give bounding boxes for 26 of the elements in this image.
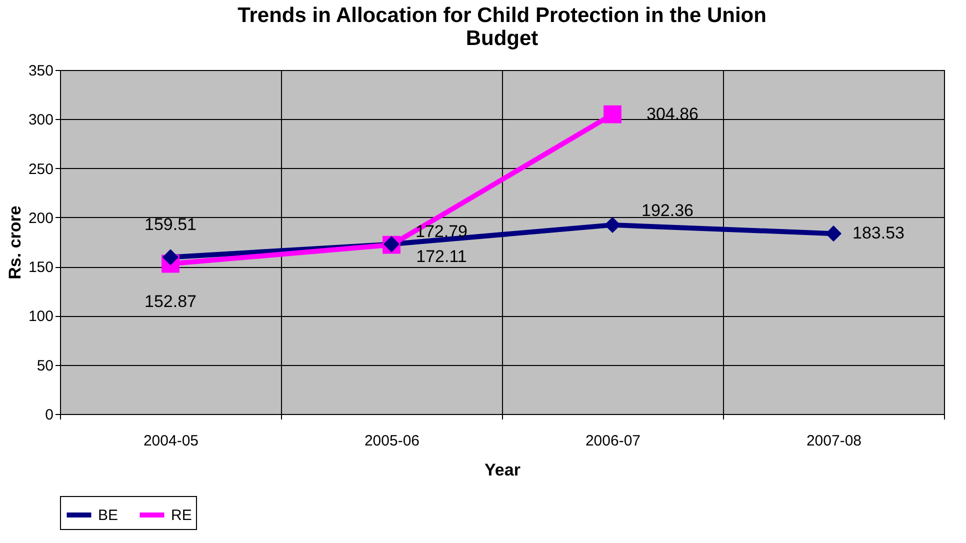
y-tick-label: 350 — [28, 62, 54, 80]
y-tick-label: 150 — [28, 259, 54, 276]
y-tick-label: 200 — [28, 210, 54, 227]
data-label: 172.79 — [416, 222, 468, 242]
y-tick-label: 0 — [45, 406, 54, 424]
y-tick-label: 50 — [36, 357, 54, 374]
data-label: 192.36 — [642, 200, 694, 220]
x-tick-label: 2005-06 — [364, 432, 420, 450]
data-label: 183.53 — [852, 224, 904, 243]
x-tick-label: 2007-08 — [806, 432, 862, 450]
legend-label: RE — [171, 507, 192, 524]
data-label: 172.11 — [416, 246, 467, 266]
x-axis-title: Year — [484, 460, 521, 480]
y-tick-label: 100 — [28, 308, 54, 326]
data-label: 152.87 — [144, 292, 196, 311]
data-label: 159.51 — [144, 215, 196, 234]
legend-label: BE — [98, 507, 118, 524]
y-axis-title: Rs. crore — [5, 206, 24, 280]
point — [604, 105, 622, 124]
x-tick-label: 2004-05 — [143, 432, 199, 450]
chart-title: Trends in Allocation for Child Protection in the Union Budget — [238, 4, 766, 50]
data-label: 304.86 — [646, 104, 698, 124]
y-tick-label: 250 — [28, 160, 54, 178]
x-tick-label: 2006-07 — [585, 432, 641, 450]
y-tick-label: 300 — [28, 112, 54, 129]
point — [162, 249, 179, 266]
